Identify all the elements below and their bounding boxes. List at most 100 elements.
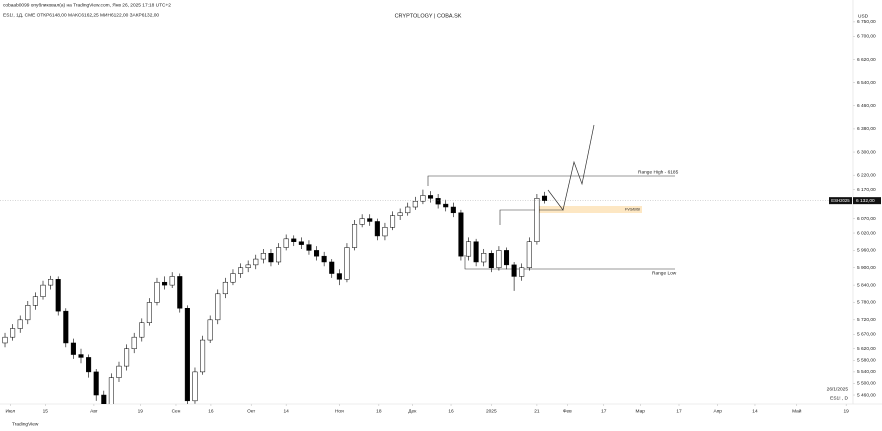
candle-body bbox=[465, 241, 472, 257]
candle-body bbox=[276, 247, 282, 263]
candle-body bbox=[25, 305, 31, 321]
y-tick-label: 6 170,00 bbox=[857, 187, 876, 193]
candle-body bbox=[177, 276, 183, 309]
candle-body bbox=[314, 250, 320, 257]
fvg-zone bbox=[536, 206, 642, 213]
candle-body bbox=[86, 357, 92, 373]
candle-body bbox=[10, 328, 16, 338]
candle-body bbox=[390, 215, 396, 228]
x-tick-label: 18 bbox=[376, 408, 382, 414]
chart-title: CRYPTOLOGY | COBA.SK bbox=[395, 13, 462, 19]
price-tag-symbol: ESH2025 bbox=[831, 198, 850, 203]
candle-body bbox=[519, 267, 525, 277]
candle-body bbox=[503, 250, 510, 266]
candle-body bbox=[238, 267, 244, 274]
y-tick-label: 6 300,00 bbox=[857, 149, 876, 155]
candle-body bbox=[473, 241, 479, 263]
y-tick-label: 5 580,00 bbox=[857, 358, 876, 364]
y-tick-label: 5 540,00 bbox=[857, 369, 876, 375]
candle-body bbox=[336, 273, 342, 280]
x-tick-label: Апр bbox=[714, 408, 723, 414]
candle-body bbox=[458, 212, 464, 257]
candle-body bbox=[534, 198, 540, 242]
x-tick-label: Окт bbox=[247, 408, 256, 414]
x-tick-label: Авг bbox=[90, 408, 98, 414]
y-tick-label: 5 620,00 bbox=[857, 346, 876, 352]
drawings: FVG/BISI Range High - 6185 Range Low bbox=[427, 124, 679, 276]
candle-body bbox=[207, 319, 213, 341]
candle-body bbox=[481, 253, 487, 263]
candle-body bbox=[367, 218, 373, 222]
candle-body bbox=[291, 238, 297, 242]
candle-body bbox=[169, 276, 175, 286]
x-tick-label: 19 bbox=[138, 408, 144, 414]
candle-body bbox=[344, 247, 350, 280]
candle-body bbox=[55, 279, 61, 312]
candle-body bbox=[450, 206, 456, 214]
x-tick-label: Май bbox=[792, 407, 802, 414]
price-tag-label: 6 132,00 bbox=[856, 198, 875, 204]
x-tick-label: Фев bbox=[563, 408, 572, 414]
candle-body bbox=[116, 365, 122, 378]
y-tick-label: 6 540,00 bbox=[857, 80, 876, 86]
x-tick-label: 19 bbox=[843, 408, 849, 414]
y-tick-label: 6 020,00 bbox=[857, 230, 876, 236]
candle-body bbox=[70, 342, 76, 355]
candle-body bbox=[108, 377, 114, 404]
x-tick-label: Дек bbox=[408, 408, 417, 414]
x-tick-label: 16 bbox=[208, 408, 214, 414]
y-tick-label: 6 460,00 bbox=[857, 103, 876, 109]
y-tick-label: 5 960,00 bbox=[857, 248, 876, 254]
range-high-label: Range High - 6185 bbox=[638, 169, 679, 175]
candle-body bbox=[382, 227, 388, 237]
x-tick-label: Сен bbox=[172, 408, 181, 414]
candle-body bbox=[427, 195, 434, 199]
range-high-line bbox=[427, 175, 675, 186]
x-tick-label: 15 bbox=[43, 408, 49, 414]
candle-body bbox=[2, 336, 8, 344]
candles bbox=[2, 189, 548, 404]
x-tick-label: 2025 bbox=[486, 408, 497, 414]
candle-body bbox=[200, 339, 206, 373]
candle-body bbox=[124, 348, 130, 367]
y-tick-label: 5 840,00 bbox=[857, 282, 876, 288]
y-tick-label: 6 700,00 bbox=[857, 34, 876, 40]
x-tick-label: 14 bbox=[283, 408, 289, 414]
candle-body bbox=[78, 354, 84, 358]
candle-body bbox=[63, 310, 69, 344]
currency: USD bbox=[858, 13, 869, 19]
candle-body bbox=[268, 253, 274, 263]
y-tick-label: 6 750,00 bbox=[857, 19, 876, 25]
x-tick-label: Июл bbox=[5, 408, 15, 414]
y-tick-label: 5 900,00 bbox=[857, 265, 876, 271]
candle-body bbox=[215, 293, 221, 321]
candle-body bbox=[260, 253, 266, 260]
candle-body bbox=[420, 195, 426, 202]
candle-body bbox=[435, 198, 441, 205]
date-stamp: 26/1/2025 bbox=[827, 386, 849, 392]
candle-body bbox=[511, 264, 517, 277]
candle-body bbox=[283, 238, 289, 248]
y-tick-label: 6 070,00 bbox=[857, 216, 876, 222]
price-tag-box bbox=[853, 197, 881, 205]
candle-body bbox=[139, 322, 145, 338]
candle-body bbox=[352, 224, 358, 248]
fvg-label: FVG/BISI bbox=[625, 207, 640, 211]
footer: TradingView bbox=[12, 421, 39, 427]
level-line bbox=[499, 209, 563, 225]
candle-body bbox=[397, 212, 403, 216]
x-tick-label: Мар bbox=[636, 408, 646, 414]
x-tick-label: 14 bbox=[752, 408, 758, 414]
range-low-label: Range Low bbox=[652, 270, 677, 276]
candle-body bbox=[146, 302, 152, 323]
y-tick-label: 6 620,00 bbox=[857, 57, 876, 63]
x-tick-label: 17 bbox=[601, 408, 607, 414]
candle-body bbox=[488, 253, 494, 269]
candle-body bbox=[154, 281, 160, 303]
candle-body bbox=[17, 319, 23, 329]
x-tick-label: 17 bbox=[676, 408, 682, 414]
candle-body bbox=[40, 284, 46, 297]
candle-body bbox=[374, 221, 380, 237]
